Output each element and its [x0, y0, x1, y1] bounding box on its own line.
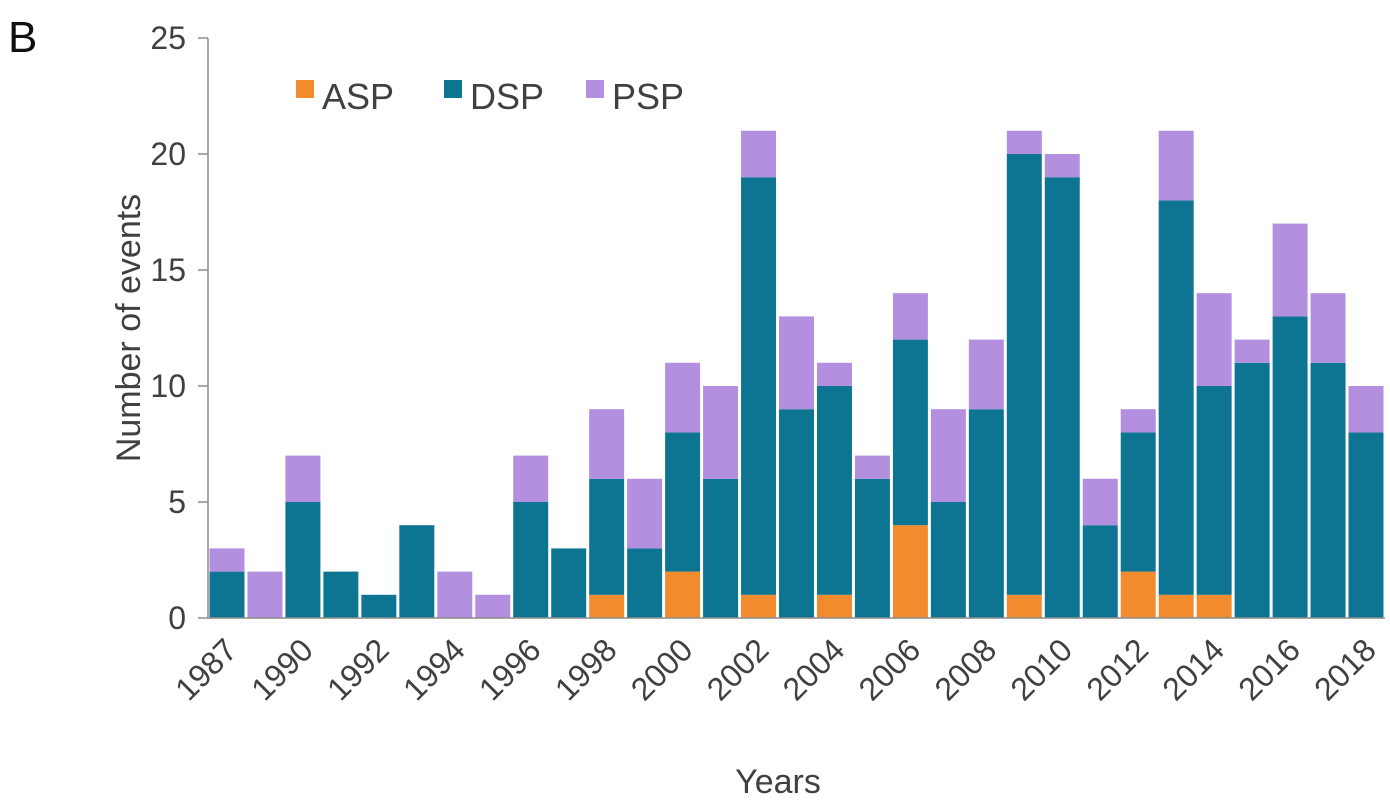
bar-asp-1998	[589, 594, 625, 618]
bar-dsp-2003	[779, 409, 814, 618]
bar-asp-2013	[1158, 594, 1194, 618]
x-tick-label: 2004	[776, 631, 852, 707]
bar-dsp-1998	[589, 478, 625, 595]
bar-psp-1987	[209, 548, 245, 572]
x-tick-label: 1990	[244, 631, 320, 707]
bars-group	[209, 130, 1384, 618]
x-tick-label: 1992	[320, 631, 396, 707]
bar-dsp-2018	[1348, 432, 1384, 618]
x-tick-label: 2018	[1307, 631, 1383, 707]
bar-dsp-2000	[665, 432, 701, 572]
bar-asp-2006	[892, 525, 928, 618]
bar-dsp-2004	[816, 386, 852, 595]
bar-psp-2007	[930, 409, 966, 502]
bar-psp-1988	[247, 571, 283, 618]
x-tick-label: 1994	[396, 631, 472, 707]
x-tick-label: 2010	[1003, 631, 1079, 707]
y-tick-label: 15	[150, 252, 186, 288]
y-tick-label: 0	[168, 600, 186, 636]
bar-dsp-1991	[323, 571, 359, 618]
x-tick-label: 2006	[852, 631, 928, 707]
bar-psp-2001	[703, 386, 739, 479]
bar-psp-1995	[475, 594, 511, 618]
bar-asp-2004	[816, 594, 852, 618]
bar-psp-2003	[779, 316, 814, 410]
bar-psp-2006	[892, 293, 928, 340]
y-tick-label: 25	[150, 20, 186, 56]
bar-psp-2013	[1158, 130, 1194, 201]
bar-psp-2005	[854, 455, 890, 479]
y-tick-label: 5	[168, 484, 186, 520]
legend-swatch-asp	[296, 80, 314, 98]
x-tick-label: 1996	[472, 631, 548, 707]
bar-psp-2011	[1082, 478, 1118, 526]
bar-dsp-1990	[285, 502, 321, 618]
bar-dsp-2015	[1234, 362, 1270, 618]
bar-dsp-2006	[892, 339, 928, 526]
x-tick-label: 1987	[168, 631, 244, 707]
bar-psp-2000	[665, 362, 701, 433]
bar-psp-1999	[627, 478, 663, 549]
x-tick-label: 2014	[1155, 631, 1231, 707]
bar-psp-1996	[513, 455, 549, 502]
bar-dsp-2016	[1272, 316, 1308, 618]
bar-asp-2009	[1006, 594, 1042, 618]
bar-psp-2018	[1348, 386, 1384, 433]
bar-psp-2016	[1272, 223, 1308, 317]
bar-psp-1990	[285, 455, 321, 502]
y-tick-label: 20	[150, 136, 186, 172]
bar-dsp-2007	[930, 502, 966, 618]
bar-dsp-2017	[1310, 362, 1346, 618]
bar-psp-2015	[1234, 339, 1270, 363]
bar-dsp-2008	[968, 409, 1004, 618]
y-axis-title: Number of events	[110, 194, 148, 462]
x-axis-title: Years	[735, 763, 821, 801]
legend-label-psp: PSP	[612, 76, 684, 117]
bar-dsp-1999	[627, 548, 663, 618]
bar-dsp-2011	[1082, 525, 1118, 618]
x-tick-label: 2012	[1079, 631, 1155, 707]
bar-psp-2017	[1310, 293, 1346, 363]
legend-label-asp: ASP	[322, 76, 394, 117]
bar-dsp-1987	[209, 571, 245, 618]
legend-swatch-psp	[586, 80, 604, 98]
x-tick-label: 1998	[548, 631, 624, 707]
bar-dsp-2013	[1158, 200, 1194, 595]
bar-dsp-2001	[703, 478, 739, 618]
bar-asp-2002	[741, 594, 777, 618]
bar-dsp-1992	[361, 594, 397, 618]
bar-asp-2012	[1120, 571, 1156, 618]
bar-dsp-2012	[1120, 432, 1156, 572]
x-tick-label: 2008	[927, 631, 1003, 707]
bar-psp-2012	[1120, 409, 1156, 433]
bar-dsp-1997	[551, 548, 587, 618]
bar-psp-2009	[1006, 130, 1042, 154]
x-tick-label: 2002	[700, 631, 776, 707]
x-tick-label: 2016	[1231, 631, 1307, 707]
bar-psp-1998	[589, 409, 625, 479]
x-tick-label: 2000	[624, 631, 700, 707]
bar-dsp-2002	[741, 177, 777, 595]
bar-dsp-2010	[1044, 177, 1080, 618]
bar-asp-2000	[665, 571, 701, 618]
bar-dsp-2005	[854, 478, 890, 618]
bar-dsp-2014	[1196, 386, 1232, 595]
legend-label-dsp: DSP	[470, 76, 544, 117]
legend-swatch-dsp	[444, 80, 462, 98]
bar-dsp-1996	[513, 502, 549, 618]
bar-asp-2014	[1196, 594, 1232, 618]
bar-psp-2008	[968, 339, 1004, 410]
bar-psp-2002	[741, 130, 777, 178]
bar-psp-2014	[1196, 293, 1232, 386]
panel-label: B	[8, 13, 37, 62]
bar-psp-2010	[1044, 154, 1080, 178]
bar-psp-1994	[437, 571, 473, 618]
legend: ASP DSP PSP	[296, 76, 684, 117]
bar-psp-2004	[816, 362, 852, 386]
bar-dsp-2009	[1006, 154, 1042, 595]
bar-dsp-1993	[399, 525, 435, 618]
y-tick-label: 10	[150, 368, 186, 404]
